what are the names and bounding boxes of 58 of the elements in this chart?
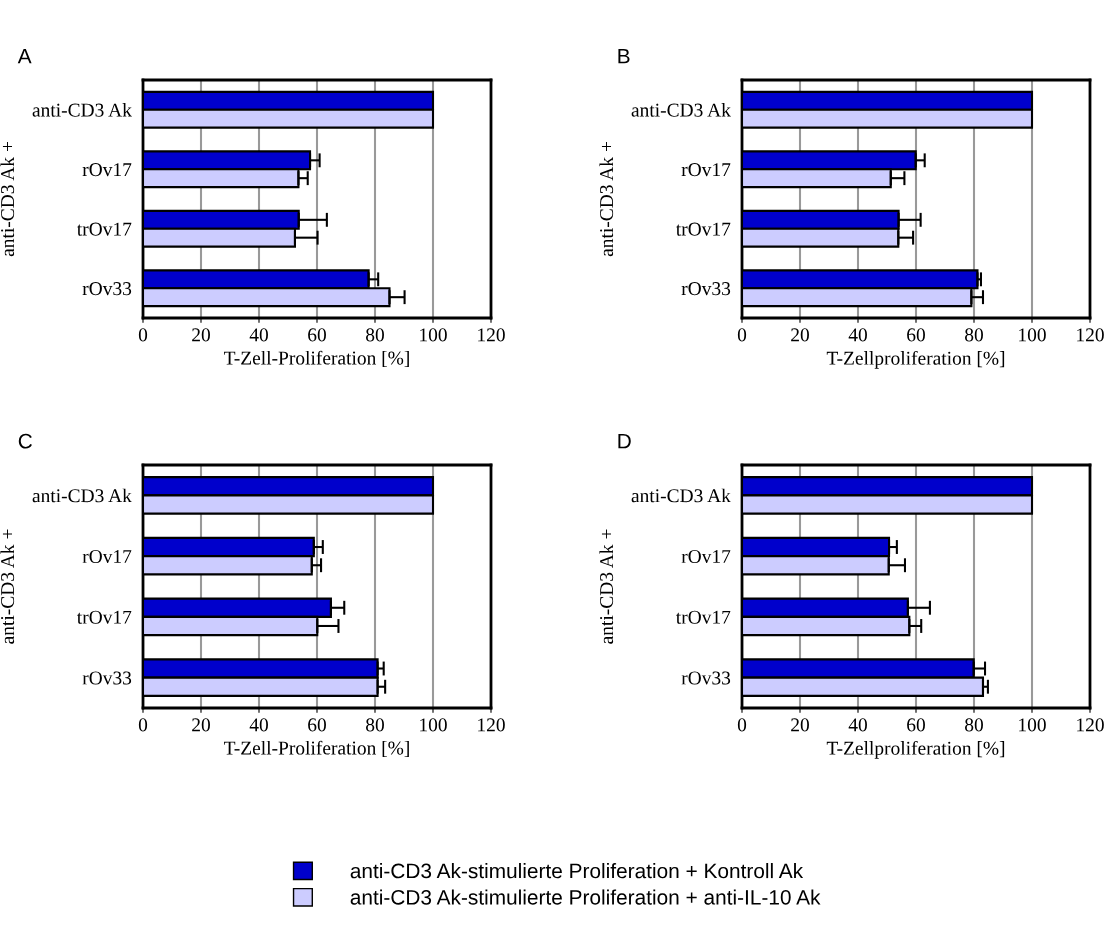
y-axis-title: anti-CD3 Ak + bbox=[0, 529, 15, 644]
x-tick-label: 20 bbox=[192, 328, 210, 342]
x-tick-label: 40 bbox=[249, 718, 268, 732]
y-tick-label: rOv17 bbox=[82, 550, 132, 564]
x-tick-label: 80 bbox=[965, 328, 983, 342]
y-tick-label: trOv17 bbox=[675, 222, 731, 236]
y-tick-label: rOv33 bbox=[681, 282, 731, 296]
y-tick-label: anti-CD3 Ak bbox=[32, 103, 132, 117]
y-tick-label: anti-CD3 Ak bbox=[32, 488, 132, 503]
x-tick-label: 100 bbox=[1019, 718, 1046, 732]
x-tick-label: 20 bbox=[791, 718, 809, 732]
chart-title: B bbox=[618, 49, 630, 64]
y-axis-title: anti-CD3 Ak + bbox=[599, 529, 614, 644]
x-tick-label: 20 bbox=[791, 328, 809, 342]
x-tick-label: 100 bbox=[420, 328, 447, 342]
x-tick-label: 120 bbox=[478, 718, 505, 732]
x-tick-label: 60 bbox=[308, 718, 326, 732]
y-axis-title: anti-CD3 Ak + bbox=[0, 142, 15, 257]
chart-title: D bbox=[618, 434, 631, 449]
y-tick-label: rOv17 bbox=[82, 163, 132, 177]
y-tick-label: rOv33 bbox=[82, 282, 132, 296]
x-tick-label: 120 bbox=[1077, 328, 1104, 342]
x-tick-label: 40 bbox=[848, 718, 867, 732]
x-tick-label: 80 bbox=[965, 718, 983, 732]
x-tick-label: 120 bbox=[1077, 718, 1104, 732]
x-tick-label: 60 bbox=[907, 718, 925, 732]
x-axis-title: T-Zell-Proliferation [%] bbox=[224, 350, 409, 367]
y-tick-label: anti-CD3 Ak bbox=[631, 488, 731, 503]
y-tick-label: trOv17 bbox=[675, 610, 731, 624]
y-tick-label: rOv33 bbox=[82, 671, 132, 685]
y-tick-label: rOv17 bbox=[681, 550, 731, 564]
y-tick-label: trOv17 bbox=[76, 610, 132, 624]
chart-title: C bbox=[18, 433, 32, 449]
x-tick-label: 60 bbox=[907, 328, 925, 342]
x-axis-title: T-Zellproliferation [%] bbox=[826, 740, 1005, 759]
y-tick-label: rOv17 bbox=[681, 163, 731, 177]
chart-title: A bbox=[17, 49, 32, 64]
x-tick-label: 20 bbox=[192, 718, 210, 732]
x-tick-label: 0 bbox=[138, 328, 148, 342]
x-tick-label: 40 bbox=[249, 328, 268, 342]
x-tick-label: 80 bbox=[366, 328, 384, 342]
y-tick-label: rOv33 bbox=[681, 671, 731, 685]
y-tick-label: anti-CD3 Ak bbox=[631, 103, 731, 117]
x-tick-label: 80 bbox=[366, 718, 384, 732]
x-tick-label: 100 bbox=[420, 718, 447, 732]
x-tick-label: 0 bbox=[737, 718, 747, 732]
x-tick-label: 120 bbox=[478, 328, 505, 342]
legend-label: anti-CD3 Ak-stimulierte Proliferation + Kontroll Ak bbox=[350, 863, 804, 879]
x-tick-label: 0 bbox=[737, 328, 747, 342]
x-axis-title: T-Zell-Proliferation [%] bbox=[224, 740, 409, 757]
x-tick-label: 40 bbox=[848, 328, 867, 342]
x-tick-label: 60 bbox=[308, 328, 326, 342]
y-tick-label: trOv17 bbox=[76, 222, 132, 236]
x-axis-title: T-Zellproliferation [%] bbox=[826, 350, 1005, 369]
legend-label: anti-CD3 Ak-stimulierte Proliferation + anti-IL-10 Ak bbox=[350, 889, 821, 905]
x-tick-label: 100 bbox=[1019, 328, 1046, 342]
x-tick-label: 0 bbox=[138, 718, 148, 732]
y-axis-title: anti-CD3 Ak + bbox=[599, 142, 614, 257]
